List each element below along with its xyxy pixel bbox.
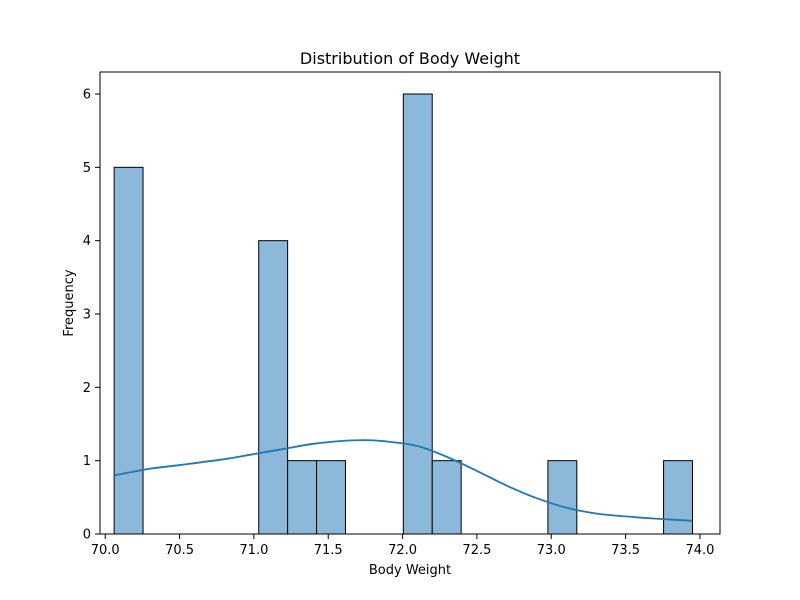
kde-curve: [113, 439, 693, 522]
x-tick-label: 71.5: [314, 543, 343, 558]
x-tick-label: 70.5: [165, 543, 194, 558]
y-tick-label: 5: [83, 161, 91, 176]
y-tick-label: 2: [83, 381, 91, 396]
y-tick-label: 1: [83, 454, 91, 469]
histogram-bar: [287, 460, 318, 535]
histogram-bar: [316, 460, 346, 535]
x-tick-label: 73.5: [611, 543, 640, 558]
histogram-bar: [547, 460, 578, 535]
histogram-bars: [113, 93, 693, 535]
y-tick-label: 0: [83, 528, 91, 543]
y-axis-label: Frequency: [62, 269, 77, 336]
y-axis-ticks: 0 1 2 3 4 5 6: [83, 88, 100, 543]
x-tick-label: 72.5: [462, 543, 491, 558]
histogram-bar: [258, 240, 289, 535]
y-tick-label: 4: [83, 234, 91, 249]
y-tick-label: 6: [83, 88, 91, 103]
histogram-bar: [663, 460, 693, 535]
y-tick-label: 3: [83, 308, 91, 323]
x-tick-label: 74.0: [685, 543, 714, 558]
histogram-bar: [402, 93, 433, 535]
histogram-bar: [113, 166, 144, 535]
x-tick-label: 70.0: [91, 543, 120, 558]
x-tick-label: 71.0: [239, 543, 268, 558]
x-tick-label: 72.0: [388, 543, 417, 558]
chart-title: Distribution of Body Weight: [300, 49, 520, 68]
x-axis-ticks: 70.0 70.5 71.0 71.5 72.0 72.5 73.0 73.5 74.0: [91, 534, 714, 558]
x-axis-label: Body Weight: [369, 563, 451, 578]
plot-frame: [99, 71, 721, 535]
histogram-bar: [431, 460, 462, 535]
x-tick-label: 73.0: [537, 543, 566, 558]
